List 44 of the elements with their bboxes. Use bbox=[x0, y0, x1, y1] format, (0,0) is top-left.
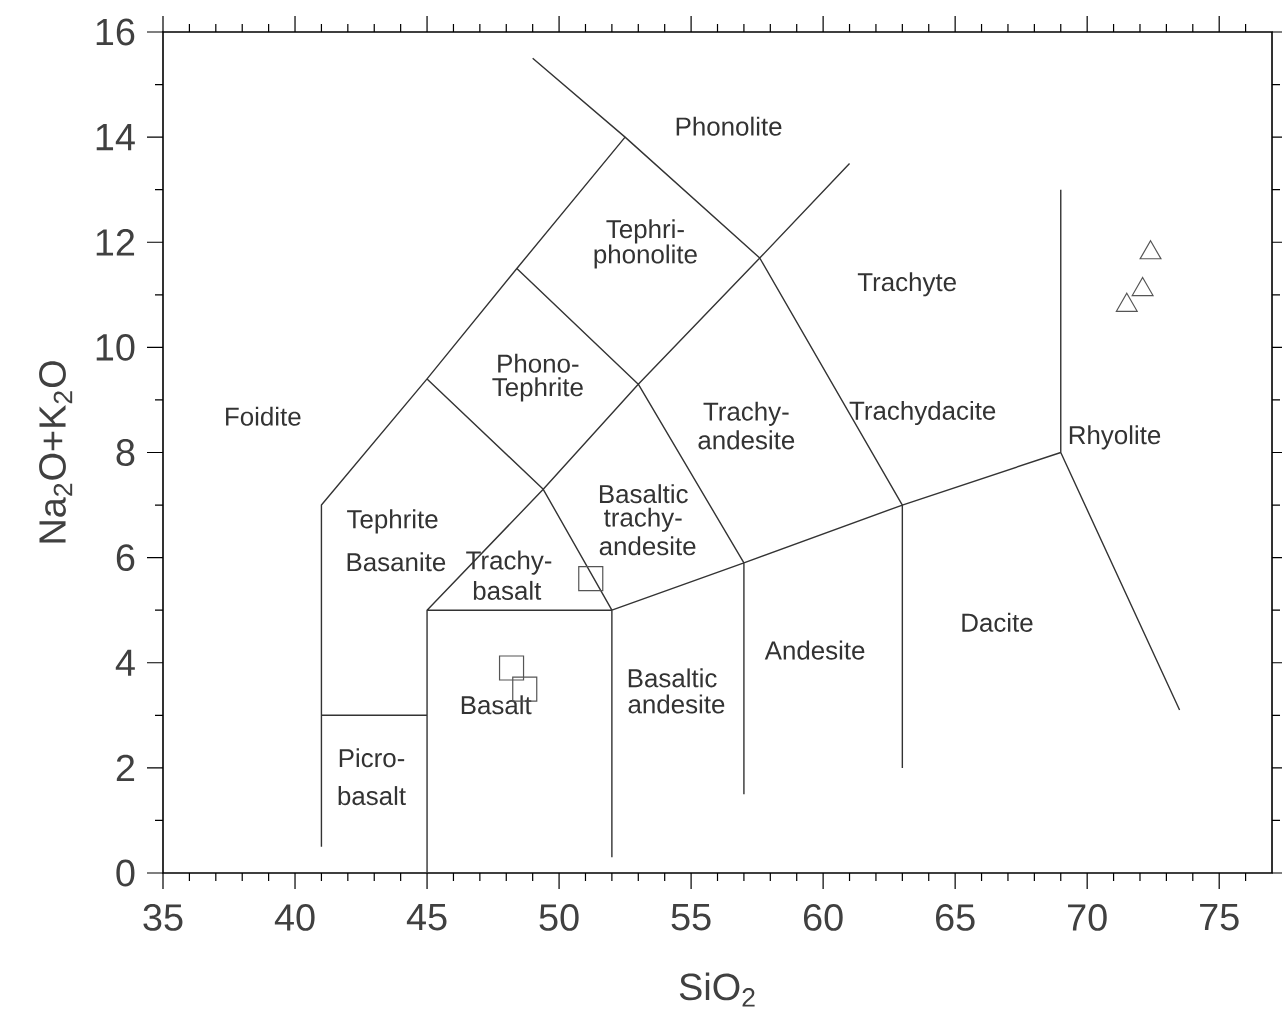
y-tick-label: 10 bbox=[96, 333, 135, 361]
annotation: Tephri- bbox=[606, 219, 684, 244]
y-tick-label: 0 bbox=[116, 859, 135, 887]
annotation: Phonolite bbox=[676, 116, 782, 136]
annotation: andesite bbox=[599, 536, 696, 556]
annotation: phonolite bbox=[594, 244, 697, 269]
annotation: Trachyte bbox=[857, 272, 956, 297]
y-tick-label: 16 bbox=[96, 18, 135, 46]
x-tick-label: 40 bbox=[274, 904, 315, 931]
y-tick-label: 12 bbox=[96, 229, 135, 256]
annotation: trachy- bbox=[604, 507, 682, 532]
x-tick-label: 55 bbox=[671, 904, 711, 931]
annotation: Foidite bbox=[226, 406, 301, 426]
y-tick-label: 6 bbox=[116, 544, 135, 572]
annotation: Andesite bbox=[764, 640, 865, 660]
annotation: Dacite bbox=[962, 612, 1033, 632]
annotation: Rhyolite bbox=[1069, 425, 1161, 450]
annotation: Basanite bbox=[347, 552, 446, 572]
annotation: Picro- bbox=[339, 748, 405, 768]
annotation: Tephrite bbox=[347, 509, 438, 534]
x-tick-label: 60 bbox=[803, 904, 843, 931]
x-tick-label: 45 bbox=[406, 904, 447, 931]
annotation: Phono- bbox=[498, 353, 579, 373]
annotation: Tephrite bbox=[492, 377, 583, 402]
annotation: Basaltic bbox=[628, 668, 717, 688]
annotation: basalt bbox=[473, 580, 542, 600]
y-tick-label: 14 bbox=[96, 124, 135, 151]
x-tick-label: 50 bbox=[539, 904, 579, 931]
x-tick-label: 35 bbox=[143, 904, 183, 931]
annotation: andesite bbox=[698, 430, 795, 450]
x-tick-label: 75 bbox=[1200, 904, 1239, 931]
x-axis-title: SiO$_{2}$ bbox=[679, 972, 755, 1007]
y-tick-label: 8 bbox=[116, 439, 135, 466]
annotation: Basaltic bbox=[599, 484, 688, 504]
x-tick-label: 70 bbox=[1068, 904, 1107, 931]
x-tick-label: 65 bbox=[936, 904, 975, 931]
y-tick-label: 4 bbox=[115, 649, 135, 676]
y-axis-title: Na$_{2}$O+K$_{2}$O bbox=[39, 361, 73, 543]
annotation: Trachydacite bbox=[849, 400, 996, 426]
annotation: Basalt bbox=[461, 695, 532, 715]
annotation: basalt bbox=[338, 786, 406, 806]
annotation: andesite bbox=[628, 694, 725, 714]
annotation: Trachy- bbox=[703, 401, 789, 426]
y-tick-label: 2 bbox=[116, 754, 135, 782]
